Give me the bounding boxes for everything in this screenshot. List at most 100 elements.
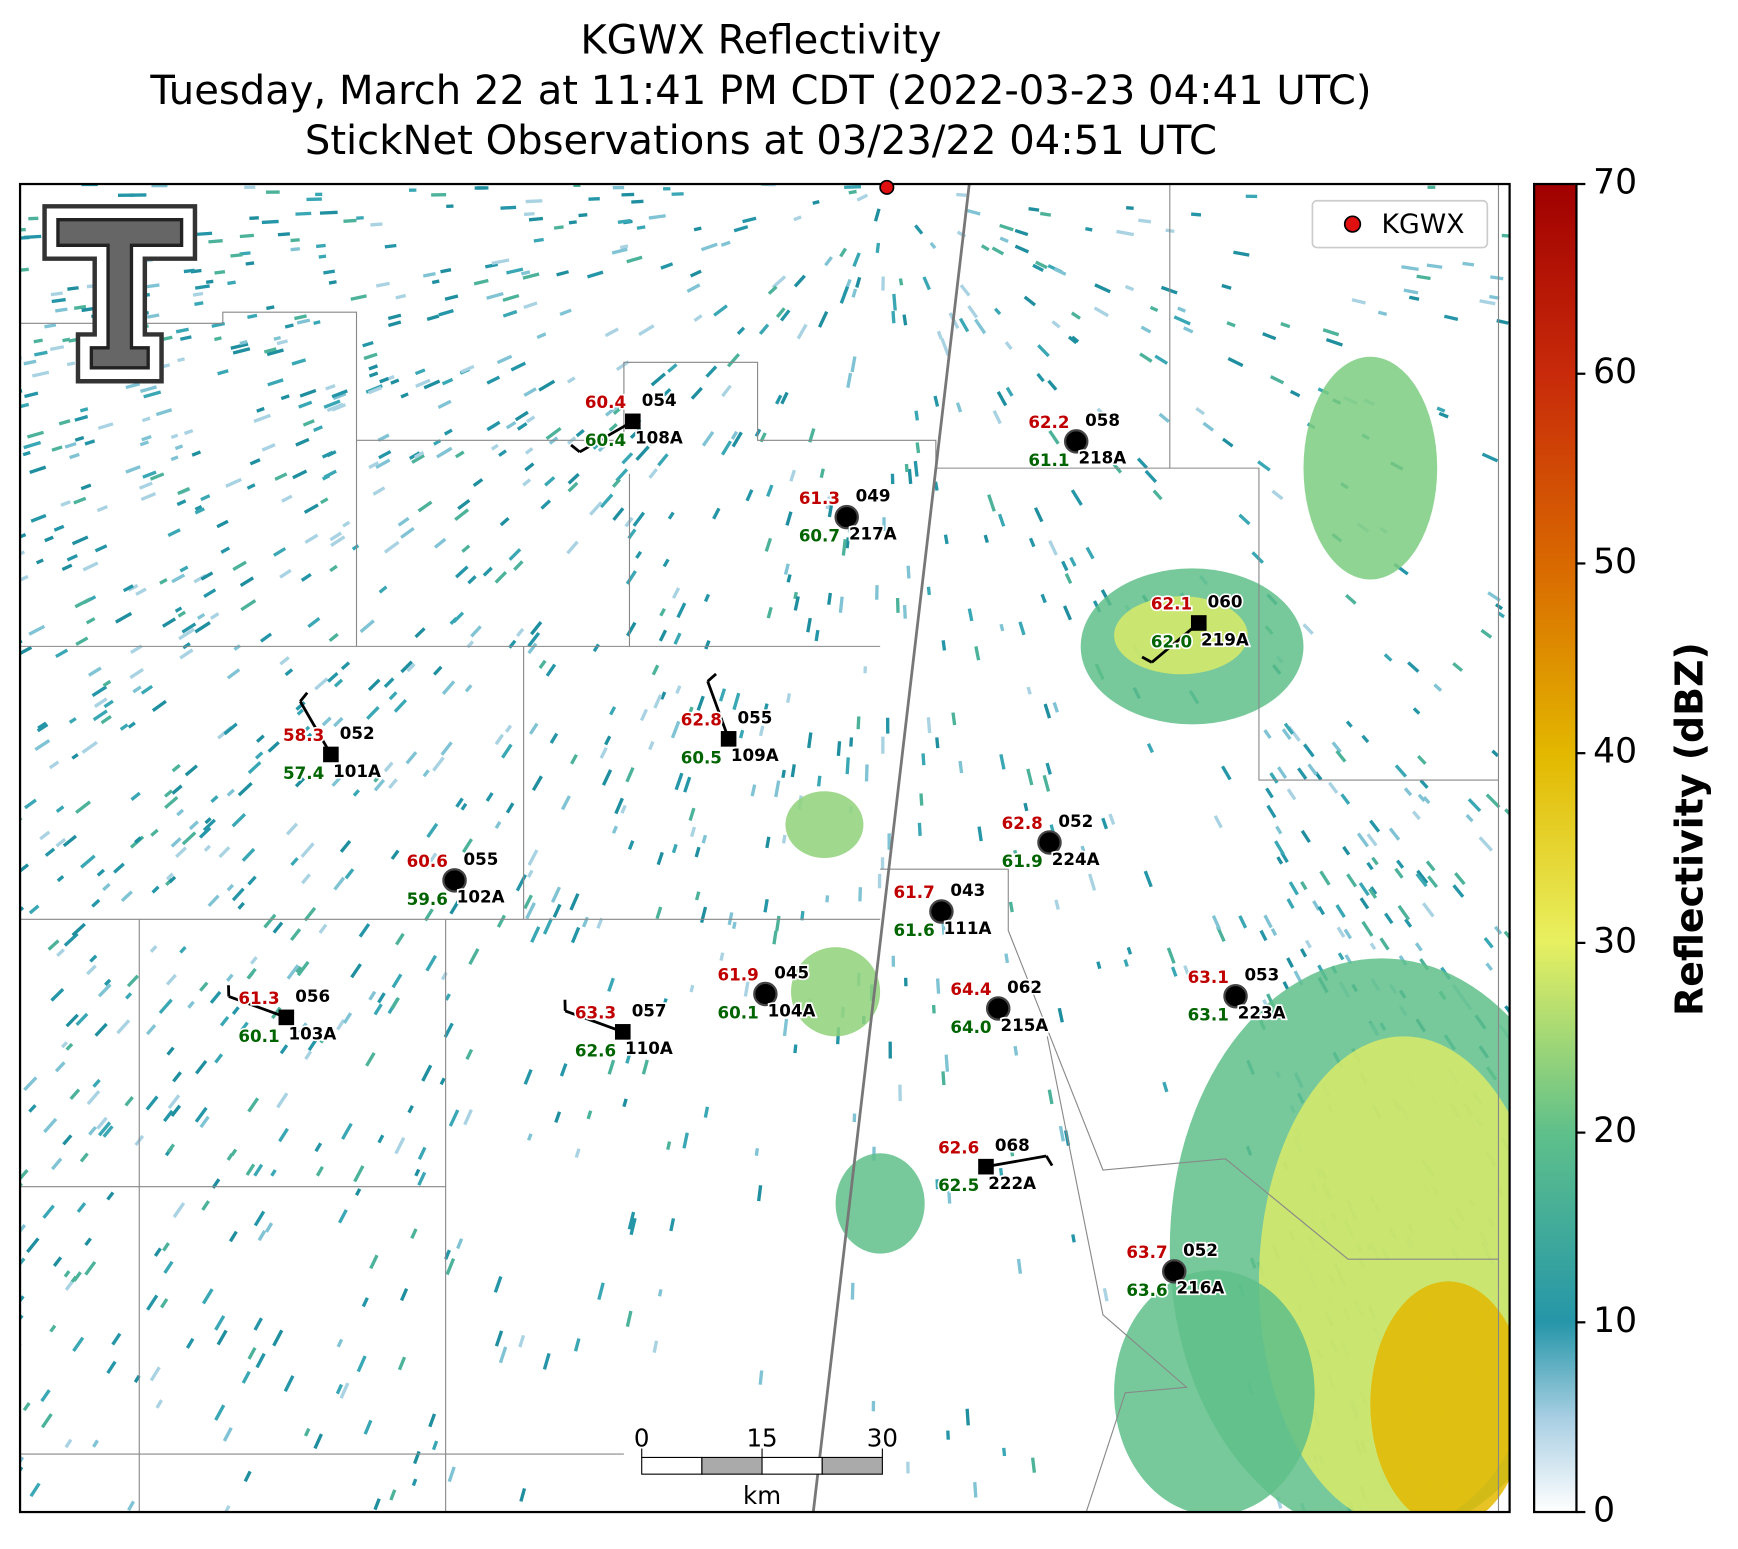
echo	[84, 1260, 97, 1276]
echo	[454, 450, 465, 459]
echo	[30, 513, 47, 523]
echo	[79, 407, 89, 413]
echo	[836, 741, 842, 756]
echo	[226, 788, 235, 797]
echo	[819, 468, 825, 479]
echo	[329, 564, 338, 573]
echo	[1487, 591, 1501, 602]
echo	[687, 706, 694, 717]
echo	[1226, 321, 1236, 328]
echo	[686, 283, 701, 293]
temperature: 60.4	[585, 392, 626, 412]
echo	[625, 767, 635, 783]
echo	[958, 760, 964, 774]
echo	[502, 309, 518, 318]
echo	[179, 945, 187, 954]
echo	[538, 379, 556, 392]
echo	[20, 816, 23, 824]
station-marker	[720, 731, 737, 747]
echo	[1280, 322, 1291, 329]
temperature: 60.6	[407, 851, 448, 871]
echo	[1108, 813, 1116, 825]
echo	[1018, 621, 1026, 636]
echo	[85, 617, 96, 625]
echo	[513, 560, 524, 571]
echo	[1467, 798, 1482, 813]
echo	[1051, 320, 1061, 329]
echo	[431, 1440, 439, 1451]
echo	[566, 376, 576, 384]
echo	[946, 1430, 950, 1440]
echo	[1356, 832, 1370, 848]
echo	[504, 724, 513, 733]
echo	[460, 364, 475, 374]
echo	[175, 846, 187, 859]
echo	[858, 887, 863, 902]
echo	[44, 323, 57, 329]
echo	[1152, 489, 1163, 501]
temperature: 63.7	[1126, 1242, 1167, 1262]
echo	[350, 294, 367, 301]
echo	[808, 428, 816, 443]
echo	[892, 293, 897, 311]
echo	[52, 1256, 63, 1267]
echo	[1345, 720, 1353, 728]
echo	[1443, 314, 1459, 321]
echo	[575, 428, 585, 438]
echo	[66, 361, 76, 367]
echo	[383, 761, 394, 773]
echo	[194, 621, 211, 634]
echo	[313, 425, 323, 432]
echo	[1325, 337, 1343, 347]
echo	[959, 284, 971, 297]
echo	[440, 971, 448, 981]
echo	[325, 383, 336, 391]
echo	[20, 1257, 26, 1267]
echo	[318, 923, 328, 934]
echo	[320, 497, 329, 505]
echo	[181, 622, 197, 634]
echo	[439, 1077, 446, 1086]
echo	[265, 1222, 274, 1233]
echo	[261, 443, 276, 452]
echo	[296, 725, 311, 740]
echo	[358, 923, 371, 938]
echo	[23, 440, 42, 450]
echo	[844, 184, 862, 189]
echo	[247, 1097, 260, 1113]
echo	[898, 278, 904, 286]
echo	[1369, 886, 1378, 895]
echo	[973, 1482, 978, 1498]
echo	[140, 492, 157, 502]
echo	[754, 1148, 760, 1156]
echo	[145, 1095, 159, 1111]
echo	[501, 743, 513, 759]
wind-barb	[1045, 1155, 1054, 1167]
echo	[1276, 766, 1288, 779]
echo	[1454, 872, 1466, 886]
echo	[387, 320, 402, 328]
echo	[1286, 957, 1294, 968]
echo	[825, 495, 832, 510]
station-marker	[1162, 1259, 1187, 1284]
echo	[426, 314, 440, 321]
echo	[671, 843, 678, 854]
echo	[530, 620, 543, 636]
echo	[712, 507, 721, 520]
echo	[1221, 437, 1234, 448]
echo	[906, 565, 911, 579]
echo	[369, 1254, 379, 1270]
echo	[1039, 211, 1052, 217]
echo	[222, 1427, 233, 1442]
title-line: KGWX Reflectivity	[580, 18, 941, 64]
echo	[295, 211, 312, 216]
echo	[1037, 344, 1050, 358]
echo	[125, 382, 141, 390]
echo	[267, 378, 284, 387]
echo	[531, 775, 543, 792]
echo	[1146, 743, 1154, 754]
echo	[494, 1330, 504, 1347]
echo	[694, 846, 701, 858]
echo	[80, 854, 96, 869]
echo	[246, 483, 256, 490]
